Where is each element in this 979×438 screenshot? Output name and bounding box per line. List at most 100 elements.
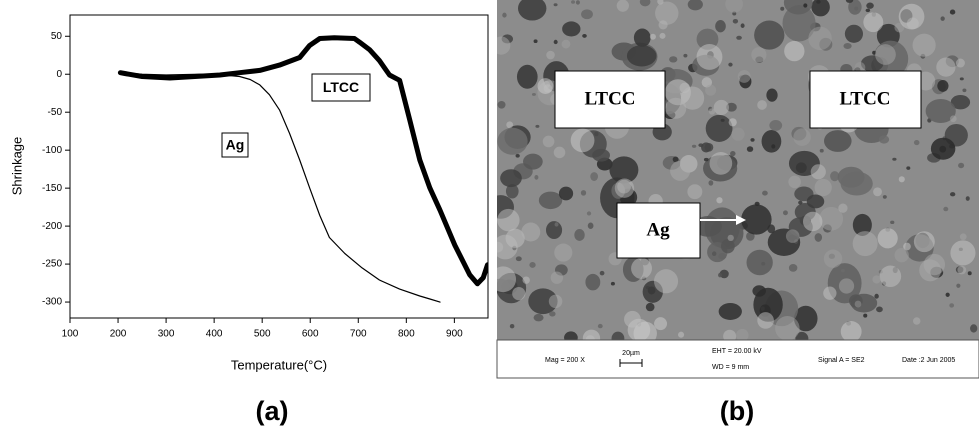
pore [611, 282, 615, 286]
pore [750, 138, 754, 142]
pore [588, 223, 594, 229]
grain [617, 0, 629, 12]
grain [709, 108, 715, 114]
grain [728, 235, 734, 241]
pore [741, 23, 745, 28]
pore [883, 195, 887, 199]
pore [730, 151, 735, 156]
pore [950, 10, 955, 15]
pore [866, 3, 874, 9]
grain [894, 248, 908, 262]
pore [698, 143, 703, 147]
grain [757, 100, 767, 110]
pore [549, 311, 555, 316]
pore [517, 65, 538, 89]
grain [512, 287, 525, 300]
pore [941, 16, 945, 20]
grain [913, 34, 936, 57]
pore [600, 271, 605, 275]
pore [943, 207, 948, 211]
grain [793, 128, 811, 146]
grain [853, 231, 878, 256]
grain [650, 34, 656, 40]
pore [733, 19, 738, 24]
pore [498, 101, 506, 109]
y-tick-label: 0 [56, 69, 62, 80]
grain [562, 40, 571, 49]
pore [754, 21, 784, 50]
pore [962, 88, 966, 92]
grain [960, 233, 967, 240]
grain [551, 271, 563, 283]
pore [728, 63, 732, 67]
pore [529, 262, 535, 268]
grain [803, 212, 822, 231]
y-axis-title: Shrinkage [9, 137, 24, 196]
pore [592, 149, 610, 162]
grain [554, 244, 572, 262]
pore [863, 314, 867, 318]
info-text: Mag = 200 X [545, 357, 585, 364]
pore [956, 284, 960, 288]
y-tick-label: 50 [51, 31, 63, 42]
info-text: 20µm [622, 350, 640, 357]
x-tick-label: 600 [302, 329, 319, 340]
grain [775, 316, 800, 341]
pore [562, 21, 580, 36]
pore [820, 149, 824, 153]
grain [914, 231, 935, 252]
pore [516, 256, 522, 261]
figure: Temperature(°C) Shrinkage 10020030040050… [0, 0, 979, 438]
pore [789, 264, 797, 272]
grain [880, 265, 902, 287]
micrograph-label: LTCC [839, 88, 890, 109]
grain [678, 332, 684, 338]
pore [669, 56, 677, 62]
pore [950, 192, 955, 196]
grain [757, 312, 774, 329]
grain [872, 275, 880, 283]
x-tick-label: 800 [398, 329, 415, 340]
info-text: Date :2 Jun 2005 [902, 357, 955, 364]
pore [646, 303, 655, 311]
pore [966, 196, 970, 201]
grain [839, 278, 854, 293]
pore [721, 119, 725, 122]
grain [716, 197, 722, 203]
pore [712, 251, 716, 256]
grain [841, 321, 862, 342]
grain [521, 223, 540, 242]
pore [634, 29, 651, 47]
y-tick-label: -200 [42, 221, 62, 232]
pore [683, 54, 687, 58]
pore [843, 43, 851, 49]
grain [873, 187, 882, 196]
pore [771, 144, 775, 148]
grain [680, 83, 690, 93]
grain [554, 147, 566, 159]
grain [824, 250, 842, 268]
pore [958, 163, 964, 168]
pore [571, 0, 575, 4]
pore [555, 222, 559, 226]
grain [546, 51, 555, 60]
pore [534, 314, 544, 321]
grain [670, 161, 690, 181]
grain [823, 287, 836, 300]
grain [659, 33, 665, 39]
grain [919, 259, 941, 281]
grain [855, 301, 862, 308]
pore [554, 3, 558, 6]
grain [549, 295, 563, 309]
pore [841, 172, 873, 196]
pore [949, 303, 954, 307]
grain [506, 121, 513, 128]
grain [697, 44, 723, 70]
pore [892, 158, 896, 161]
pore [890, 221, 894, 224]
pore [523, 154, 543, 170]
pore [718, 273, 722, 278]
grain [654, 269, 678, 293]
x-tick-label: 700 [350, 329, 367, 340]
grain [950, 240, 975, 265]
